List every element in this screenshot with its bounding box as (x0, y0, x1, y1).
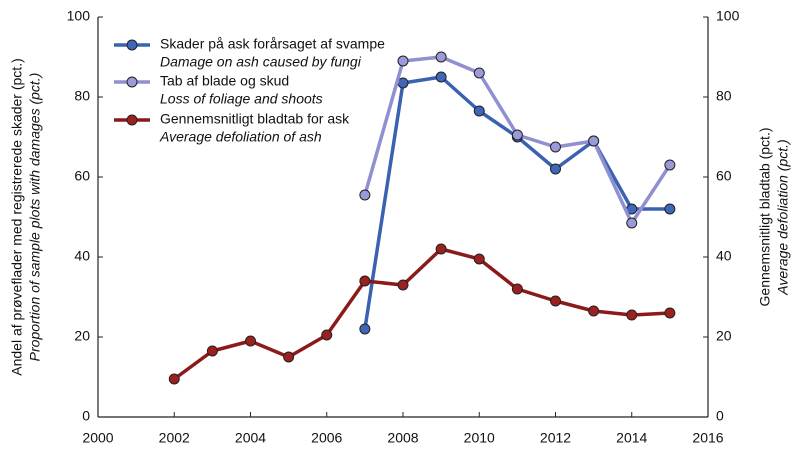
series-marker (245, 335, 256, 347)
series-marker (435, 51, 447, 63)
legend-marker (126, 114, 138, 126)
y2-tick-label: 40 (716, 248, 732, 264)
series-marker (435, 71, 447, 83)
y2-tick-label: 60 (716, 168, 732, 184)
legend-label: Tab af blade og skud (160, 73, 289, 89)
x-tick-label: 2012 (540, 430, 571, 446)
y2-tick-label: 100 (716, 8, 740, 24)
series-marker (359, 323, 371, 335)
x-tick-label: 2014 (616, 430, 647, 446)
series-marker (664, 159, 676, 171)
series-marker (206, 345, 218, 357)
series-marker (588, 305, 600, 317)
legend-sublabel: Damage on ash caused by fungi (160, 54, 362, 70)
x-tick-label: 2010 (464, 430, 495, 446)
y-tick-label: 20 (74, 328, 90, 344)
legend-marker (126, 39, 138, 51)
x-tick-label: 2016 (692, 430, 723, 446)
x-tick-label: 2008 (387, 430, 418, 446)
series-marker (511, 129, 523, 141)
series-marker (511, 283, 523, 295)
series-marker (626, 217, 638, 229)
y2-tick-label: 0 (716, 408, 724, 424)
series-marker (473, 253, 485, 265)
y-tick-label: 40 (74, 248, 90, 264)
series-marker (550, 163, 561, 175)
series-marker (626, 309, 638, 321)
series-marker (550, 295, 561, 307)
series-marker (550, 141, 561, 153)
y-tick-label: 0 (82, 408, 90, 424)
legend-sublabel: Loss of foliage and shoots (160, 91, 323, 107)
series-marker (473, 105, 485, 117)
series-marker (359, 189, 371, 201)
y-axis-label: Andel af prøveflader med registrerede sk… (9, 58, 25, 375)
series-marker (359, 275, 371, 287)
y2-axis-label: Gennemsnitligt bladtab (pct.) (757, 128, 773, 307)
y-tick-label: 80 (74, 88, 90, 104)
legend-marker (126, 76, 138, 88)
legend-label: Skader på ask forårsaget af svampe (160, 36, 385, 52)
y-tick-label: 60 (74, 168, 90, 184)
series-marker (397, 279, 409, 291)
series-marker (664, 307, 676, 319)
series-marker (283, 351, 295, 363)
series-marker (435, 243, 447, 255)
series-marker (588, 135, 600, 147)
y-tick-label: 100 (67, 8, 91, 24)
y2-tick-label: 20 (716, 328, 732, 344)
x-tick-label: 2002 (159, 430, 190, 446)
series-marker (321, 329, 333, 341)
series-line (173, 247, 670, 381)
series-marker (397, 55, 409, 67)
legend-label: Gennemsnitligt bladtab for ask (160, 111, 350, 127)
y2-axis-label-sub: Average defoliation (pct.) (775, 139, 791, 295)
series-marker (168, 373, 180, 385)
series-marker (664, 203, 676, 215)
x-tick-label: 2006 (311, 430, 342, 446)
x-tick-label: 2004 (235, 430, 266, 446)
y2-tick-label: 80 (716, 88, 732, 104)
y-axis-label-sub: Proportion of sample plots with damages … (27, 73, 43, 362)
series-marker (473, 67, 485, 79)
legend-sublabel: Average defoliation of ash (159, 129, 322, 145)
x-tick-label: 2000 (82, 430, 113, 446)
